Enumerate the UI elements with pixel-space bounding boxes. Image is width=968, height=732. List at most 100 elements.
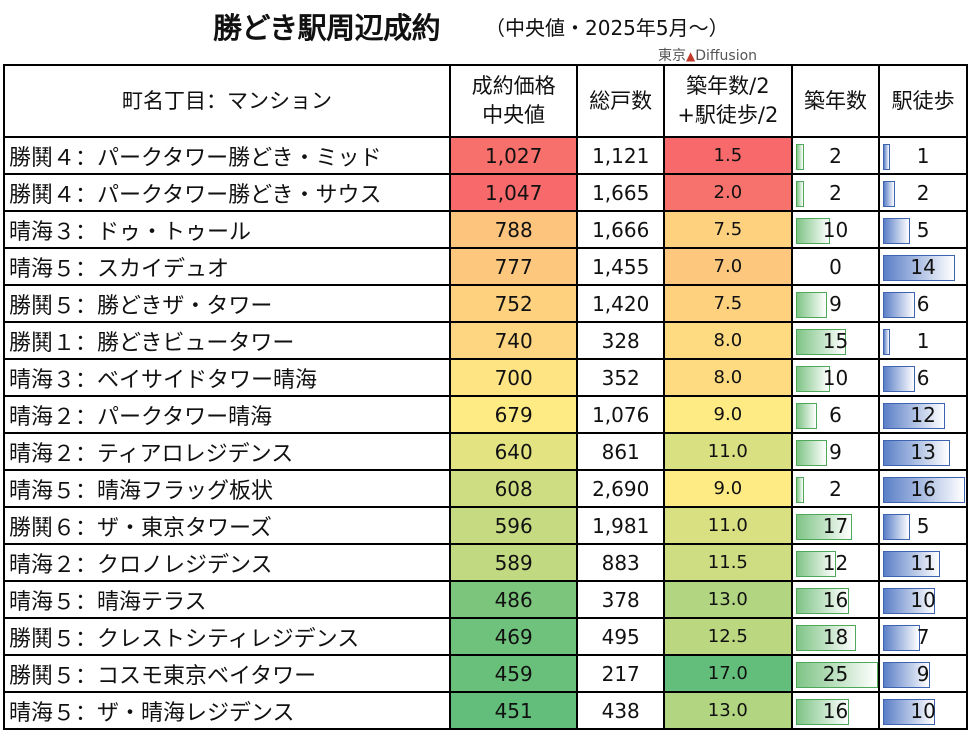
header-walk: 駅徒歩 xyxy=(878,64,968,138)
table-row: 晴海５：晴海フラッグ板状 608 2,690 9.0 2 16 xyxy=(3,469,968,508)
cell-name: 晴海５：晴海テラス xyxy=(3,580,451,619)
age-bar xyxy=(795,699,849,725)
walk-bar xyxy=(883,588,936,614)
cell-age: 2 xyxy=(790,173,881,212)
header-label: 築年数 xyxy=(803,88,867,113)
age-value: 6 xyxy=(829,403,842,427)
brand-name: Diffusion xyxy=(695,48,758,64)
age-bar xyxy=(795,181,804,207)
age-bar xyxy=(795,403,817,429)
cell-age: 15 xyxy=(790,321,881,360)
cell-score: 7.5 xyxy=(663,284,793,323)
table-row: 晴海３：ベイサイドタワー晴海 700 352 8.0 10 6 xyxy=(3,358,968,397)
age-value: 10 xyxy=(822,218,849,242)
cell-walk: 7 xyxy=(878,617,968,656)
cell-score: 1.5 xyxy=(663,136,793,175)
age-value: 25 xyxy=(822,662,849,686)
table-row: 勝鬨５：勝どきザ・タワー 752 1,420 7.5 9 6 xyxy=(3,284,968,323)
cell-walk: 5 xyxy=(878,210,968,249)
age-value: 9 xyxy=(829,440,842,464)
cell-walk: 9 xyxy=(878,654,968,693)
table-row: 晴海５：ザ・晴海レジデンス 451 438 13.0 16 10 xyxy=(3,691,968,730)
table-row: 勝鬨１：勝どきビュータワー 740 328 8.0 15 1 xyxy=(3,321,968,360)
walk-bar xyxy=(883,255,956,281)
cell-price: 451 xyxy=(448,691,579,730)
cell-price: 788 xyxy=(448,210,579,249)
cell-walk: 12 xyxy=(878,395,968,434)
cell-walk: 11 xyxy=(878,543,968,582)
cell-name: 晴海３：ベイサイドタワー晴海 xyxy=(3,358,451,397)
cell-units: 438 xyxy=(576,691,666,730)
cell-price: 469 xyxy=(448,617,579,656)
walk-bar xyxy=(883,477,966,503)
header-label: 成約価格 xyxy=(471,74,556,98)
cell-units: 1,455 xyxy=(576,247,666,286)
age-bar xyxy=(795,551,836,577)
tower-icon: ▲ xyxy=(686,49,696,63)
cell-age: 6 xyxy=(790,395,881,434)
cell-units: 378 xyxy=(576,580,666,619)
age-bar xyxy=(795,440,827,466)
walk-bar xyxy=(883,366,916,392)
cell-name: 晴海５：スカイデュオ xyxy=(3,247,451,286)
walk-value: 5 xyxy=(916,218,930,242)
cell-name: 勝鬨４：パークタワー勝どき・ミッド xyxy=(3,136,451,175)
cell-age: 25 xyxy=(790,654,881,693)
table-row: 勝鬨４：パークタワー勝どき・ミッド 1,027 1,121 1.5 2 1 xyxy=(3,136,968,175)
cell-score: 13.0 xyxy=(663,691,793,730)
cell-age: 17 xyxy=(790,506,881,545)
cell-units: 1,981 xyxy=(576,506,666,545)
table-row: 晴海２：ティアロレジデンス 640 861 11.0 9 13 xyxy=(3,432,968,471)
cell-price: 752 xyxy=(448,284,579,323)
header-label: +駅徒歩/2 xyxy=(677,103,779,127)
header-price: 成約価格 中央値 xyxy=(448,64,579,138)
age-value: 16 xyxy=(822,588,849,612)
cell-name: 晴海２：クロノレジデンス xyxy=(3,543,451,582)
cell-name: 勝鬨５：勝どきザ・タワー xyxy=(3,284,451,323)
walk-value: 2 xyxy=(916,181,930,205)
cell-name: 勝鬨６：ザ・東京タワーズ xyxy=(3,506,451,545)
cell-walk: 1 xyxy=(878,136,968,175)
age-value: 16 xyxy=(822,699,849,723)
cell-age: 10 xyxy=(790,210,881,249)
walk-bar xyxy=(883,625,921,651)
cell-age: 0 xyxy=(790,247,881,286)
age-value: 2 xyxy=(829,477,842,501)
cell-units: 861 xyxy=(576,432,666,471)
age-bar xyxy=(795,218,830,244)
cell-name: 晴海５：晴海フラッグ板状 xyxy=(3,469,451,508)
table-row: 勝鬨５：コスモ東京ベイタワー 459 217 17.0 25 9 xyxy=(3,654,968,693)
cell-age: 12 xyxy=(790,543,881,582)
cell-walk: 14 xyxy=(878,247,968,286)
cell-units: 352 xyxy=(576,358,666,397)
cell-units: 883 xyxy=(576,543,666,582)
brand-text: 東京 xyxy=(658,48,686,64)
page-title: 勝どき駅周辺成約 xyxy=(213,11,441,45)
age-bar xyxy=(795,588,849,614)
walk-value: 6 xyxy=(916,292,930,316)
cell-walk: 16 xyxy=(878,469,968,508)
cell-price: 589 xyxy=(448,543,579,582)
header-label: 駅徒歩 xyxy=(891,88,955,113)
walk-value: 13 xyxy=(910,440,936,464)
cell-age: 2 xyxy=(790,469,881,508)
header-row: 町名丁目：マンション 成約価格 中央値 総戸数 築年数/2 +駅徒歩/2 築年数 駅… xyxy=(3,64,968,138)
cell-units: 1,666 xyxy=(576,210,666,249)
table-row: 晴海３：ドゥ・トゥール 788 1,666 7.5 10 5 xyxy=(3,210,968,249)
cell-age: 10 xyxy=(790,358,881,397)
header-label: 総戸数 xyxy=(589,88,653,113)
walk-bar xyxy=(883,329,891,355)
walk-value: 1 xyxy=(916,144,930,168)
walk-bar xyxy=(883,514,911,540)
cell-score: 13.0 xyxy=(663,580,793,619)
cell-price: 459 xyxy=(448,654,579,693)
cell-name: 勝鬨５：コスモ東京ベイタワー xyxy=(3,654,451,693)
cell-walk: 5 xyxy=(878,506,968,545)
age-bar xyxy=(795,144,804,170)
walk-value: 1 xyxy=(916,329,930,353)
walk-value: 10 xyxy=(910,588,936,612)
age-value: 17 xyxy=(822,514,849,538)
age-bar xyxy=(795,477,804,503)
cell-walk: 13 xyxy=(878,432,968,471)
header-age: 築年数 xyxy=(790,64,881,138)
